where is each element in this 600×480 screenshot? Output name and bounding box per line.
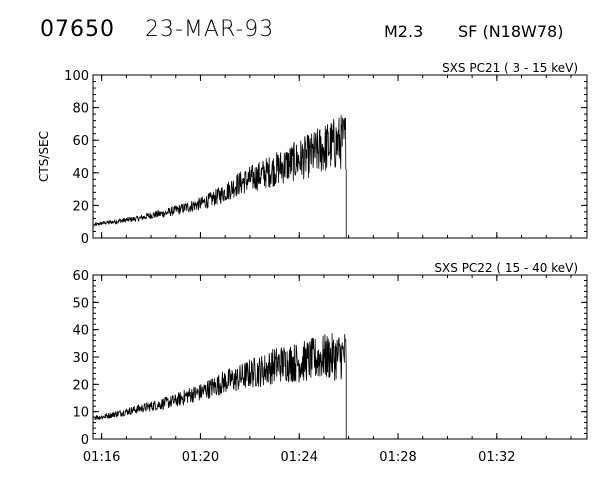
y-tick-label: 50 [72, 296, 89, 311]
y-tick-label: 20 [72, 378, 89, 393]
y-tick-label: 60 [72, 269, 89, 284]
flare-class: M2.3 [384, 22, 424, 41]
event-date: 23-MAR-93 [145, 17, 275, 42]
x-tick-label: 01:20 [182, 450, 219, 465]
x-tick-label: 01:16 [83, 450, 120, 465]
y-tick-label: 40 [72, 167, 89, 182]
y-tick-label: 80 [72, 102, 89, 117]
panel-title: SXS PC22 ( 15 - 40 keV) [434, 261, 578, 275]
y-tick-label: 20 [72, 199, 89, 214]
y-tick-label: 0 [81, 433, 89, 448]
panel-pc21: SXS PC21 ( 3 - 15 keV) 0 20 40 60 80 100 CTS/SE… [37, 61, 588, 247]
chart-header: 07650 23-MAR-93 M2.3 SF (N18W78) [0, 0, 600, 60]
y-tick-label: 0 [81, 232, 89, 247]
panel-title: SXS PC21 ( 3 - 15 keV) [442, 61, 578, 75]
event-number: 07650 [40, 17, 115, 42]
x-tick-label: 01:32 [478, 450, 515, 465]
y-tick-label: 100 [64, 69, 89, 84]
series-line [93, 115, 347, 238]
y-tick-label: 10 [72, 406, 89, 421]
series-line [94, 333, 347, 439]
flare-location: SF (N18W78) [458, 22, 564, 41]
x-tick-label: 01:24 [281, 450, 318, 465]
x-tick-label: 01:28 [379, 450, 416, 465]
y-tick-label: 40 [72, 324, 89, 339]
panel-pc22: SXS PC22 ( 15 - 40 keV) 0 10 20 30 40 50 60 01:1… [72, 261, 588, 465]
y-axis-label: CTS/SEC [37, 131, 51, 182]
plot-frame [92, 74, 588, 239]
y-tick-label: 30 [72, 351, 89, 366]
y-tick-label: 60 [72, 134, 89, 149]
